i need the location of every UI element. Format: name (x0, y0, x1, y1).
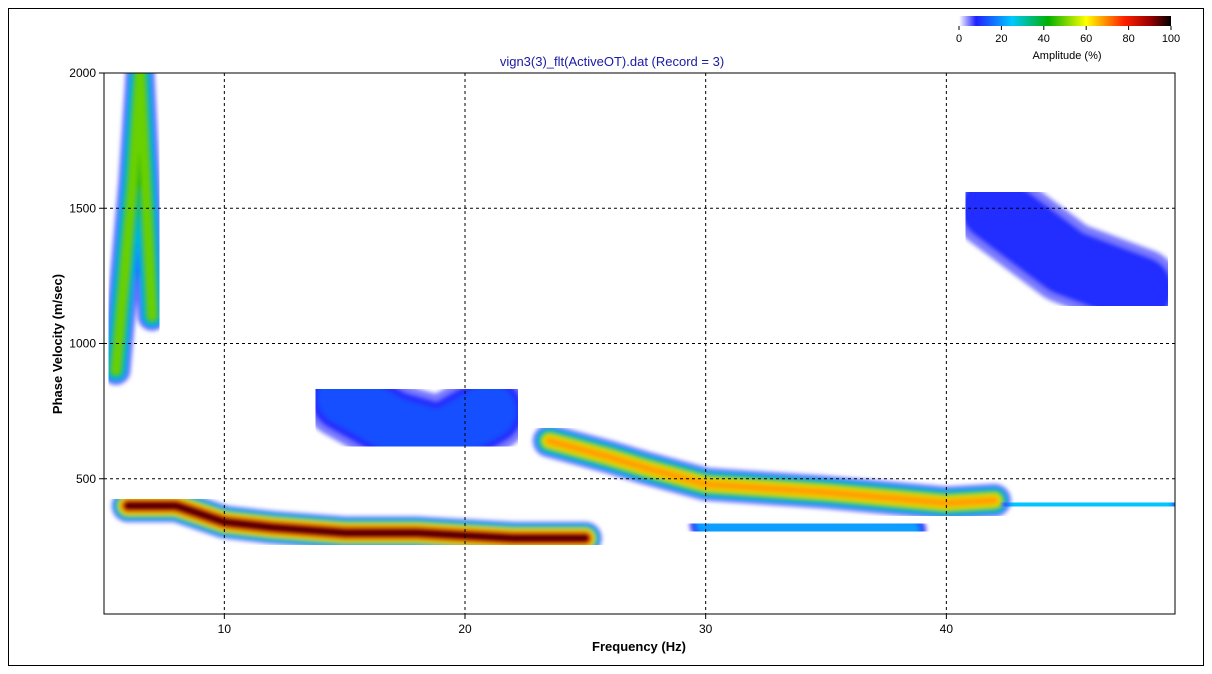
heatmap-layer (104, 73, 1175, 555)
dispersion-feature-diffuse-energy (303, 356, 531, 480)
chart-window: vign3(3)_flt(ActiveOT).dat (Record = 3) … (8, 8, 1204, 666)
dispersion-feature-diffuse-energy (952, 166, 1175, 331)
contour-band (1010, 494, 1172, 514)
x-tick-label: 20 (458, 622, 472, 636)
contour-band (697, 516, 919, 539)
colorbar-tick-label: 80 (1122, 33, 1134, 45)
dispersion-feature-fundamental-mode (111, 489, 602, 555)
x-tick-label: 10 (218, 622, 232, 636)
dispersion-image-chart: vign3(3)_flt(ActiveOT).dat (Record = 3) … (50, 16, 1180, 654)
colorbar-tick-label: 60 (1080, 33, 1092, 45)
dispersion-feature-higher-mode (1002, 486, 1175, 523)
contour-band (124, 501, 590, 543)
chart-title: vign3(3)_flt(ActiveOT).dat (Record = 3) (500, 54, 724, 69)
y-axis: 500 1000 1500 2000 (69, 66, 104, 486)
contour-band (111, 73, 157, 375)
colorbar-gradient (959, 16, 1171, 26)
grid-lines (104, 73, 1175, 614)
y-tick-label: 1000 (69, 337, 96, 351)
colorbar-tick-label: 20 (995, 33, 1007, 45)
colorbar-label: Amplitude (%) (1032, 50, 1101, 62)
colorbar-tick-label: 40 (1038, 33, 1050, 45)
colorbar-tick-label: 0 (956, 33, 962, 45)
contour-band (544, 436, 1000, 508)
x-tick-label: 30 (699, 622, 713, 636)
y-tick-label: 1500 (69, 201, 96, 215)
dispersion-feature-higher-mode (532, 424, 1011, 520)
x-tick-label: 40 (940, 622, 954, 636)
colorbar-tick-label: 100 (1162, 33, 1180, 45)
colorbar: 0 20 40 60 80 100 Amplitude (%) (956, 16, 1180, 62)
contour-band (317, 370, 517, 466)
dispersion-feature-low-frequency-vertical-band (104, 73, 167, 386)
contour-band (960, 174, 1173, 323)
dispersion-feature-higher-mode (689, 508, 927, 547)
y-tick-label: 500 (76, 472, 96, 486)
x-axis-title: Frequency (Hz) (592, 639, 686, 654)
y-axis-title: Phase Velocity (m/sec) (50, 274, 65, 414)
y-tick-label: 2000 (69, 66, 96, 80)
x-axis: 10 20 30 40 (218, 614, 954, 636)
